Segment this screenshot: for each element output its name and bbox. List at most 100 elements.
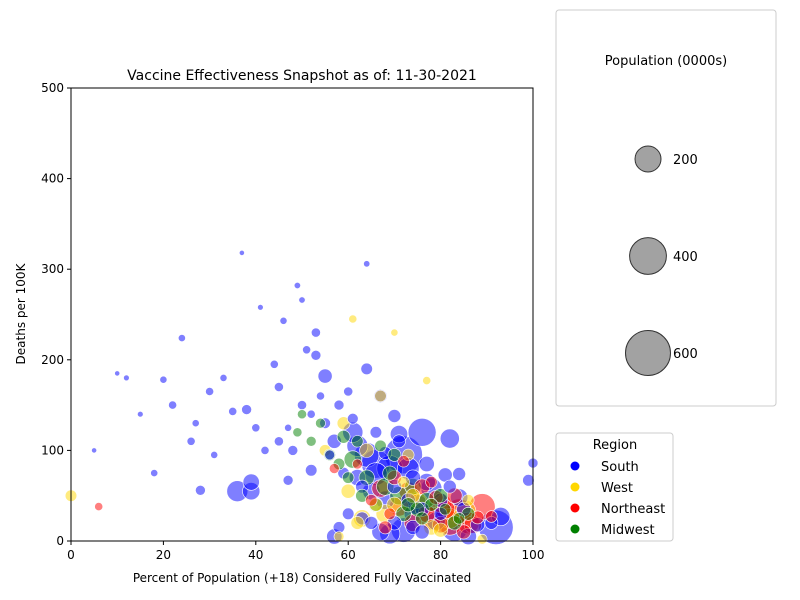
- data-point-midwest: [424, 497, 439, 512]
- data-point-west: [350, 516, 365, 530]
- data-point-midwest: [297, 409, 307, 420]
- data-point-northeast: [397, 455, 410, 468]
- y-tick-label: 400: [41, 172, 64, 186]
- x-tick-label: 100: [522, 548, 545, 562]
- data-point-midwest: [415, 511, 429, 526]
- data-point-south: [439, 428, 460, 449]
- data-point-midwest: [315, 417, 326, 429]
- data-point-south: [195, 484, 206, 496]
- x-ticks: 0 20 40 60 80 100: [67, 541, 544, 562]
- y-tick-label: 0: [56, 534, 64, 548]
- data-point-west: [333, 531, 345, 542]
- data-point-northeast: [365, 494, 378, 507]
- region-legend-items: South West Northeast Midwest: [570, 460, 665, 538]
- data-point-west: [359, 442, 375, 458]
- data-point-south: [392, 434, 406, 449]
- data-point-south: [114, 370, 121, 377]
- data-point-south: [269, 359, 279, 369]
- region-legend-label: South: [601, 460, 639, 475]
- y-tick-label: 500: [41, 81, 64, 95]
- data-point-midwest: [439, 503, 452, 516]
- data-point-west: [348, 314, 358, 324]
- data-point-south: [324, 449, 336, 461]
- data-point-south: [242, 473, 260, 491]
- y-tick-label: 300: [41, 262, 64, 276]
- data-point-midwest: [342, 471, 355, 484]
- x-tick-label: 80: [433, 548, 448, 562]
- region-legend-box: [555, 432, 674, 542]
- size-legend-label: 600: [673, 347, 698, 362]
- region-legend-marker: [570, 461, 580, 471]
- data-point-northeast: [328, 463, 340, 474]
- data-point-south: [407, 417, 437, 447]
- data-point-west: [397, 476, 410, 489]
- data-point-south: [363, 260, 371, 268]
- data-point-south: [342, 507, 355, 520]
- data-point-south: [260, 445, 270, 455]
- chart-title: Vaccine Effectiveness Snapshot as of: 11…: [127, 68, 477, 84]
- size-legend-title: Population (0000s): [605, 54, 727, 69]
- data-point-south: [310, 327, 321, 338]
- y-tick-label: 200: [41, 353, 64, 367]
- region-legend-marker: [570, 482, 580, 492]
- data-point-midwest: [400, 497, 416, 513]
- data-point-south: [347, 413, 359, 425]
- size-legend-marker: [634, 145, 662, 173]
- data-point-south: [150, 469, 159, 477]
- data-point-northeast: [383, 507, 396, 520]
- data-point-northeast: [378, 520, 393, 535]
- region-legend-marker: [570, 524, 580, 534]
- data-point-midwest: [305, 435, 317, 447]
- data-point-midwest: [433, 488, 448, 504]
- data-point-south: [159, 375, 168, 384]
- size-legend-label: 400: [673, 250, 698, 265]
- data-point-south: [364, 516, 379, 530]
- data-point-south: [298, 296, 306, 304]
- data-point-south: [273, 382, 284, 392]
- data-point-south: [418, 455, 435, 472]
- x-tick-label: 0: [67, 548, 75, 562]
- data-point-south: [282, 474, 294, 486]
- data-point-south: [287, 445, 299, 456]
- data-point-south: [251, 423, 261, 433]
- region-legend-label: Northeast: [601, 502, 665, 517]
- data-point-south: [343, 386, 354, 397]
- region-legend-label: West: [601, 481, 633, 496]
- data-point-south: [219, 373, 228, 382]
- x-tick-label: 60: [341, 548, 356, 562]
- data-point-south: [360, 362, 373, 376]
- data-point-west: [374, 389, 387, 403]
- data-point-south: [177, 334, 186, 342]
- data-point-south: [305, 464, 318, 477]
- data-points: [64, 249, 539, 545]
- data-point-south: [168, 400, 177, 410]
- size-legend-label: 200: [673, 153, 698, 168]
- data-point-midwest: [351, 435, 364, 448]
- data-point-midwest: [387, 448, 402, 462]
- data-point-south: [369, 426, 383, 439]
- data-point-south: [302, 345, 311, 355]
- x-tick-label: 20: [156, 548, 171, 562]
- data-point-midwest: [336, 429, 351, 444]
- data-point-south: [273, 436, 284, 447]
- region-legend-title: Region: [593, 438, 638, 453]
- data-point-west: [433, 522, 448, 538]
- data-point-northeast: [425, 476, 438, 489]
- data-point-midwest: [453, 512, 466, 525]
- plot-frame: [70, 87, 534, 542]
- data-point-south: [452, 467, 466, 481]
- data-point-south: [241, 404, 252, 415]
- data-point-south: [228, 406, 238, 416]
- data-point-south: [186, 436, 196, 446]
- region-legend-label: Midwest: [601, 523, 655, 538]
- data-point-midwest: [374, 439, 387, 453]
- data-point-midwest: [292, 427, 303, 438]
- x-axis-label: Percent of Population (+18) Considered F…: [133, 571, 471, 585]
- data-point-south: [414, 524, 430, 540]
- data-point-south: [137, 411, 144, 418]
- data-point-south: [306, 409, 316, 419]
- data-point-south: [317, 368, 333, 384]
- y-axis-label: Deaths per 100K: [14, 262, 28, 364]
- data-point-west: [476, 533, 488, 545]
